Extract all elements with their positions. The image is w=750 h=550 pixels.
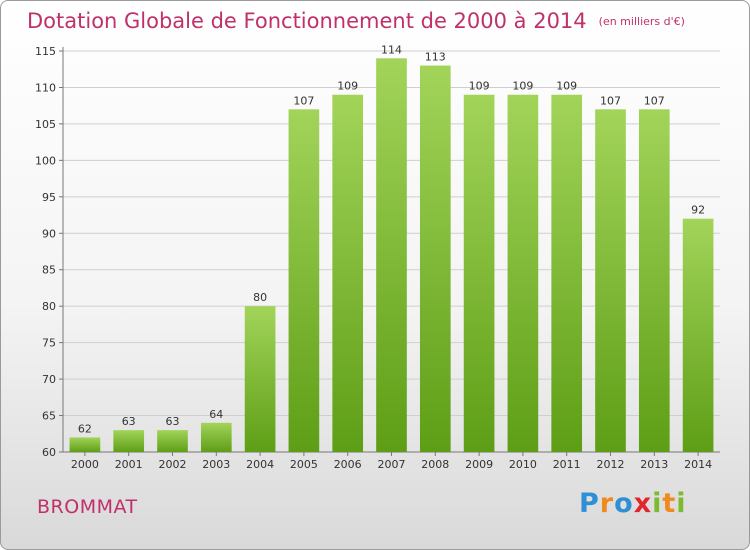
- bar-value-label: 109: [469, 80, 490, 93]
- bar-value-label: 114: [381, 43, 402, 56]
- y-tick-label: 70: [42, 373, 56, 386]
- x-tick-label: 2009: [465, 458, 493, 471]
- x-tick-label: 2011: [553, 458, 581, 471]
- y-tick-label: 95: [42, 191, 56, 204]
- x-tick-label: 2012: [597, 458, 625, 471]
- x-tick-label: 2003: [202, 458, 230, 471]
- x-tick-label: 2007: [378, 458, 406, 471]
- proxiti-logo: Proxiti: [579, 488, 687, 519]
- bar-value-label: 62: [78, 422, 92, 435]
- x-axis-ticks: 2000 2001 2002 2003 2004 2005 2006 2007 2008 2009…: [71, 452, 712, 471]
- x-tick-label: 2008: [421, 458, 449, 471]
- x-tick-label: 2005: [290, 458, 318, 471]
- bar-2000: [69, 437, 101, 452]
- bar-value-label: 113: [425, 51, 446, 64]
- x-tick-label: 2013: [640, 458, 668, 471]
- y-tick-label: 105: [35, 118, 56, 131]
- bar-value-label: 109: [556, 80, 577, 93]
- bar-2012: [595, 109, 626, 452]
- bar-value-label: 80: [253, 291, 267, 304]
- y-tick-label: 60: [42, 446, 56, 459]
- chart-title: Dotation Globale de Fonctionnement de 20…: [27, 9, 685, 33]
- bar-value-label: 109: [337, 80, 358, 93]
- x-tick-label: 2002: [159, 458, 187, 471]
- bar-2005: [288, 109, 320, 452]
- y-tick-label: 90: [42, 227, 56, 240]
- bar-value-label: 107: [600, 94, 621, 107]
- y-axis-ticks: 60 65 70 75 80 85 90 95 100 105 110 115: [35, 45, 63, 459]
- y-tick-label: 100: [35, 154, 56, 167]
- bar-2013: [638, 109, 670, 452]
- bar-2011: [551, 94, 583, 452]
- chart-subtitle: (en milliers d'€): [598, 15, 685, 28]
- y-tick-label: 65: [42, 410, 56, 423]
- bar-2014: [682, 218, 714, 452]
- x-tick-label: 2006: [334, 458, 362, 471]
- bar-2010: [507, 94, 539, 452]
- y-tick-label: 110: [35, 81, 56, 94]
- bars: 62 63 63 64 80 107 109 114 113 109 109 109 107 107 92: [69, 43, 714, 453]
- y-tick-label: 75: [42, 337, 56, 350]
- x-tick-label: 2010: [509, 458, 537, 471]
- bar-value-label: 64: [209, 408, 223, 421]
- bar-2009: [463, 94, 495, 452]
- bar-value-label: 107: [644, 94, 665, 107]
- bar-2007: [376, 58, 407, 453]
- bar-value-label: 92: [691, 204, 705, 217]
- x-tick-label: 2001: [115, 458, 143, 471]
- bar-value-label: 107: [293, 94, 314, 107]
- x-tick-label: 2004: [246, 458, 274, 471]
- bar-2002: [157, 430, 188, 452]
- bar-value-label: 63: [122, 415, 136, 428]
- bar-2006: [332, 94, 364, 452]
- bar-2001: [113, 430, 145, 452]
- bar-2003: [200, 422, 232, 452]
- bar-2008: [419, 65, 451, 452]
- bar-value-label: 63: [166, 415, 180, 428]
- y-tick-label: 85: [42, 264, 56, 277]
- x-tick-label: 2000: [71, 458, 99, 471]
- x-tick-label: 2014: [684, 458, 712, 471]
- y-tick-label: 80: [42, 300, 56, 313]
- bar-value-label: 109: [512, 80, 533, 93]
- y-tick-label: 115: [35, 45, 56, 58]
- commune-name: BROMMAT: [37, 496, 138, 518]
- bar-2004: [244, 306, 276, 452]
